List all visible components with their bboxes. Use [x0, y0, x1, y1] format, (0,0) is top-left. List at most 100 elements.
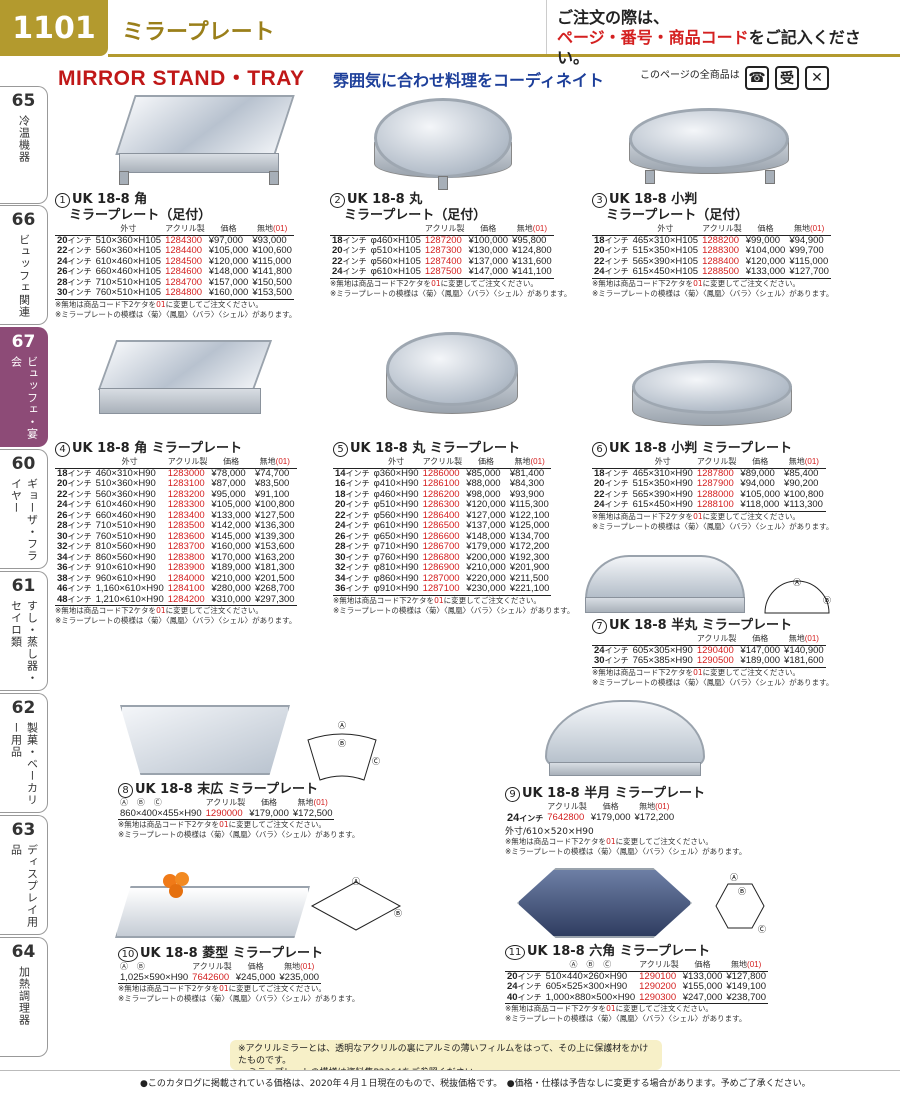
col-muji: 無地(01): [787, 224, 831, 236]
svg-text:Ⓐ: Ⓐ: [730, 873, 738, 882]
table-row: 40インチ 1,000×880×500×H90 1290300 ¥247,000 ¥23…: [505, 991, 768, 1004]
all-marks-label: このページの全商品は: [640, 70, 740, 81]
product-7-table: アクリル製 価格 無地(01) 24インチ 605×305×H90 1290400 ¥147…: [592, 634, 826, 668]
table-row: 20インチ 515×350×H90 1287900 ¥94,000 ¥90,200: [594, 478, 819, 489]
table-row: 18インチ φ460×H90 1286200 ¥98,000 ¥93,900: [335, 488, 545, 500]
table-row: 32インチ φ810×H90 1286900 ¥210,000 ¥201,900: [335, 562, 550, 573]
product-image-1: [115, 95, 295, 185]
col-muji: 無地(01): [782, 457, 826, 469]
table-row: 34インチ φ860×H90 1287000 ¥220,000 ¥211,500: [335, 572, 549, 584]
side-tab-66[interactable]: 66 ビュッフェ関連: [0, 205, 48, 325]
table-row: 28インチ φ710×H90 1286700 ¥179,000 ¥172,200: [335, 541, 550, 552]
side-tab-67[interactable]: 67 ビュッフェ・宴会: [0, 327, 48, 447]
svg-text:Ⓑ: Ⓑ: [738, 887, 746, 896]
product-8-block: 8 UK 18-8 末広 ミラープレート Ⓐ Ⓑ Ⓒ アクリル製 価格 無地(01) 8…: [118, 782, 360, 839]
product-image-8: [120, 705, 290, 785]
table-row: 36インチ φ910×H90 1287100 ¥230,000 ¥221,100: [333, 583, 552, 596]
order-instructions: ご注文の際は、 ページ・番号・商品コードをご記入ください。: [546, 0, 900, 67]
svg-text:Ⓐ: Ⓐ: [352, 877, 360, 886]
table-row: 46インチ 1,160×610×H90 1284100 ¥280,000 ¥268,70…: [57, 583, 295, 594]
table-row: 20インチ 510×360×H105 1284300 ¥97,000 ¥93,000: [57, 234, 287, 246]
side-tab-65[interactable]: 65 冷温機器: [0, 86, 48, 204]
product-9-table: アクリル製 価格 無地(01) 24インチ 7642800 ¥179,000 ¥172,2…: [507, 802, 675, 824]
table-row: 16インチ φ410×H90 1286100 ¥88,000 ¥84,300: [335, 478, 545, 489]
table-row: 22インチ 560×360×H90 1283200 ¥95,000 ¥91,100: [57, 488, 290, 500]
col-price: 価格: [738, 634, 783, 646]
product-image-6: [628, 360, 798, 432]
table-row: 32インチ 810×560×H90 1283700 ¥160,000 ¥153,600: [57, 541, 295, 552]
product-image-2: [368, 98, 518, 190]
table-row: 20インチ φ510×H90 1286300 ¥120,000 ¥115,300: [335, 499, 549, 510]
col-price: 価格: [738, 457, 783, 469]
table-row: 34インチ 860×560×H90 1283800 ¥170,000 ¥163,200: [57, 551, 295, 563]
table-row: 20インチ φ510×H105 1287300 ¥130,000 ¥124,800: [332, 245, 552, 256]
side-tab-60[interactable]: 60 ギョーザ・フライヤー: [0, 449, 48, 569]
fan-shape-diagram: Ⓐ Ⓑ Ⓒ: [307, 721, 380, 781]
half-round-diagram: ⒶⒷ: [764, 578, 831, 614]
table-row: 18インチ 465×310×H105 1288200 ¥99,000 ¥94,900: [594, 234, 824, 246]
side-tab-62[interactable]: 62 製菓・ベーカリー用品: [0, 693, 48, 813]
col-size: [630, 634, 695, 646]
table-row: 24インチ 605×305×H90 1290400 ¥147,000 ¥140,900: [594, 644, 824, 656]
made-to-order-icon: 受: [775, 66, 799, 90]
svg-text:Ⓐ: Ⓐ: [338, 721, 346, 730]
table-row: 20インチ 510×360×H90 1283100 ¥87,000 ¥83,500: [57, 478, 290, 489]
product-image-3: [625, 108, 795, 188]
table-row: 14インチ φ360×H90 1286000 ¥85,000 ¥81,400: [335, 467, 545, 479]
table-row: 26インチ φ650×H90 1286600 ¥148,000 ¥134,700: [335, 530, 550, 542]
col-muji: 無地(01): [507, 457, 552, 469]
col-price: 価格: [466, 224, 511, 236]
no-return-icon: ✕: [805, 66, 829, 90]
col-size: 外寸: [371, 457, 421, 469]
side-tab-64[interactable]: 64 加熱調理器: [0, 937, 48, 1057]
product-5-table: 外寸 アクリル製 価格 無地(01) 14インチ φ360×H90 1286000 ¥85,0…: [333, 457, 552, 596]
svg-text:Ⓑ: Ⓑ: [394, 909, 402, 918]
table-row: 24インチ 610×460×H105 1284500 ¥120,000 ¥115,000: [57, 255, 292, 267]
table-row: 30インチ φ760×H90 1286800 ¥200,000 ¥192,300: [335, 551, 550, 563]
page-title: ミラープレート: [122, 20, 275, 45]
product-5-block: 5 UK 18-8 丸 ミラープレート 外寸 アクリル製 価格 無地(01) 14インチ φ…: [333, 441, 575, 615]
product-6-table: 外寸 アクリル製 価格 無地(01) 18インチ 465×310×H90 1287800 ¥8…: [592, 457, 826, 512]
svg-text:Ⓒ: Ⓒ: [372, 757, 380, 766]
table-row: 48インチ 1,210×610×H90 1284200 ¥310,000 ¥297,30…: [55, 593, 297, 606]
side-tab-63[interactable]: 63 ディスプレイ用品: [0, 815, 48, 935]
page-number: 1101: [0, 0, 108, 56]
table-row: 30インチ 760×510×H90 1283600 ¥145,000 ¥139,300: [57, 530, 295, 542]
table-row: 24インチ 615×450×H90 1288100 ¥118,000 ¥113,300: [592, 499, 826, 512]
order-red-text: ページ・番号・商品コード: [557, 28, 749, 47]
col-muji: 無地(01): [782, 634, 826, 646]
product-10-block: 10 UK 18-8 菱型 ミラープレート Ⓐ Ⓑ アクリル製 価格 無地(01) 1,…: [118, 946, 360, 1003]
product-11-block: 11 UK 18-8 六角 ミラープレート Ⓐ Ⓑ Ⓒ アクリル製 価格 無地(01) 2…: [505, 944, 768, 1023]
order-line-1: ご注文の際は、: [557, 8, 670, 27]
product-3-table: 外寸 アクリル製 価格 無地(01) 18インチ 465×310×H105 1288200 ¥…: [592, 224, 831, 279]
subhead: 雰囲気に合わせ料理をコーディネイト: [333, 71, 604, 90]
table-row: 38インチ 960×610×H90 1284000 ¥210,000 ¥201,500: [57, 572, 295, 584]
table-row: 30インチ 760×510×H105 1284800 ¥160,000 ¥153,500: [55, 287, 294, 300]
col-muji: 無地(01): [252, 457, 297, 469]
col-acrylic: アクリル製: [422, 224, 467, 236]
table-row: 24インチ 605×525×300×H90 1290200 ¥155,000 ¥149,…: [507, 981, 766, 992]
product-image-5: [382, 332, 522, 422]
col-acrylic: アクリル製: [694, 634, 739, 646]
svg-text:Ⓑ: Ⓑ: [823, 596, 831, 605]
table-row: 18インチ 460×310×H90 1283000 ¥78,000 ¥74,700: [57, 467, 290, 479]
table-row: 36インチ 910×610×H90 1283900 ¥189,000 ¥181,300: [57, 562, 295, 573]
table-row: 22インチ 565×390×H105 1288400 ¥120,000 ¥115,000: [594, 255, 829, 267]
table-row: 26インチ 660×460×H90 1283400 ¥133,000 ¥127,500: [57, 509, 295, 521]
product-image-9: [545, 700, 705, 780]
table-row: 24インチ 610×460×H90 1283300 ¥105,000 ¥100,800: [57, 499, 295, 510]
product-4-table: 外寸 アクリル製 価格 無地(01) 18インチ 460×310×H90 1283000 ¥7…: [55, 457, 297, 606]
col-size: [368, 224, 423, 236]
col-price: 価格: [464, 457, 508, 469]
table-row: 30インチ 765×385×H90 1290500 ¥189,000 ¥181,600: [592, 655, 826, 668]
table-row: 22インチ φ560×H105 1287400 ¥137,000 ¥131,600: [332, 255, 552, 267]
side-tab-61[interactable]: 61 すし・蒸し器・セイロ類: [0, 571, 48, 691]
product-image-7: [585, 555, 745, 615]
col-acrylic: アクリル製: [165, 457, 210, 469]
phone-order-icon: ☎: [745, 66, 769, 90]
col-size: 外寸: [93, 224, 164, 236]
table-row: 20インチ 510×440×260×H90 1290100 ¥133,000 ¥127,…: [507, 970, 766, 982]
product-10-table: Ⓐ Ⓑ アクリル製 価格 無地(01) 1,025×590×H90 7642600 ¥24…: [118, 962, 322, 984]
table-row: 24インチ 615×450×H105 1288500 ¥133,000 ¥127,700: [592, 266, 831, 279]
col-size: 外寸: [630, 224, 701, 236]
